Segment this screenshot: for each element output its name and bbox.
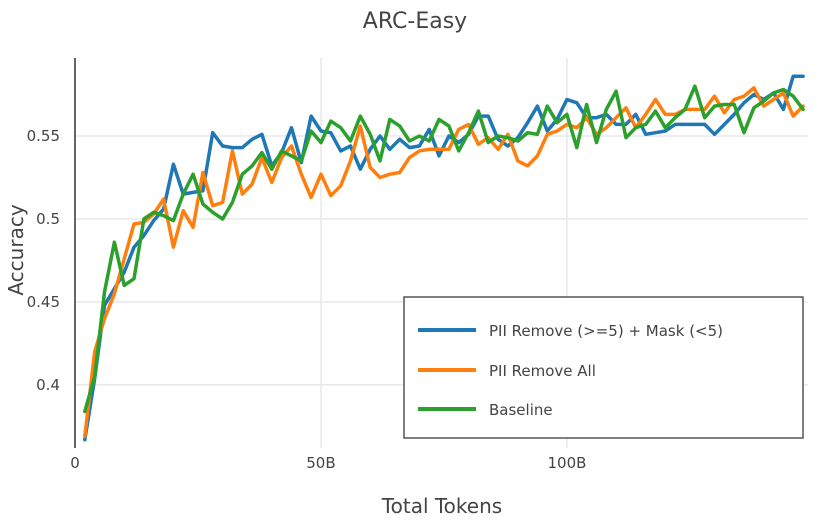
y-axis-title: Accuracy <box>4 204 28 295</box>
x-axis-title: Total Tokens <box>381 494 502 518</box>
x-tick-label: 100B <box>547 454 586 472</box>
x-tick-label: 0 <box>70 454 80 472</box>
y-tick-label: 0.4 <box>36 376 60 394</box>
series-lines <box>83 74 805 442</box>
legend-label-pii-remove-all: PII Remove All <box>489 362 596 380</box>
y-tick-label: 0.55 <box>27 127 60 145</box>
legend-box <box>403 296 804 439</box>
legend: PII Remove (>=5) + Mask (<5) PII Remove … <box>403 296 804 439</box>
y-tick-label: 0.45 <box>27 293 60 311</box>
legend-label-pii-remove-mask: PII Remove (>=5) + Mask (<5) <box>489 322 723 340</box>
legend-label-baseline: Baseline <box>489 401 553 419</box>
chart-title: ARC-Easy <box>363 9 467 34</box>
x-tick-label: 50B <box>306 454 335 472</box>
axis-ticks: 0.4 0.45 0.5 0.55 0 50B 100B <box>27 127 587 472</box>
series-line-baseline <box>83 84 805 414</box>
y-tick-label: 0.5 <box>36 210 60 228</box>
